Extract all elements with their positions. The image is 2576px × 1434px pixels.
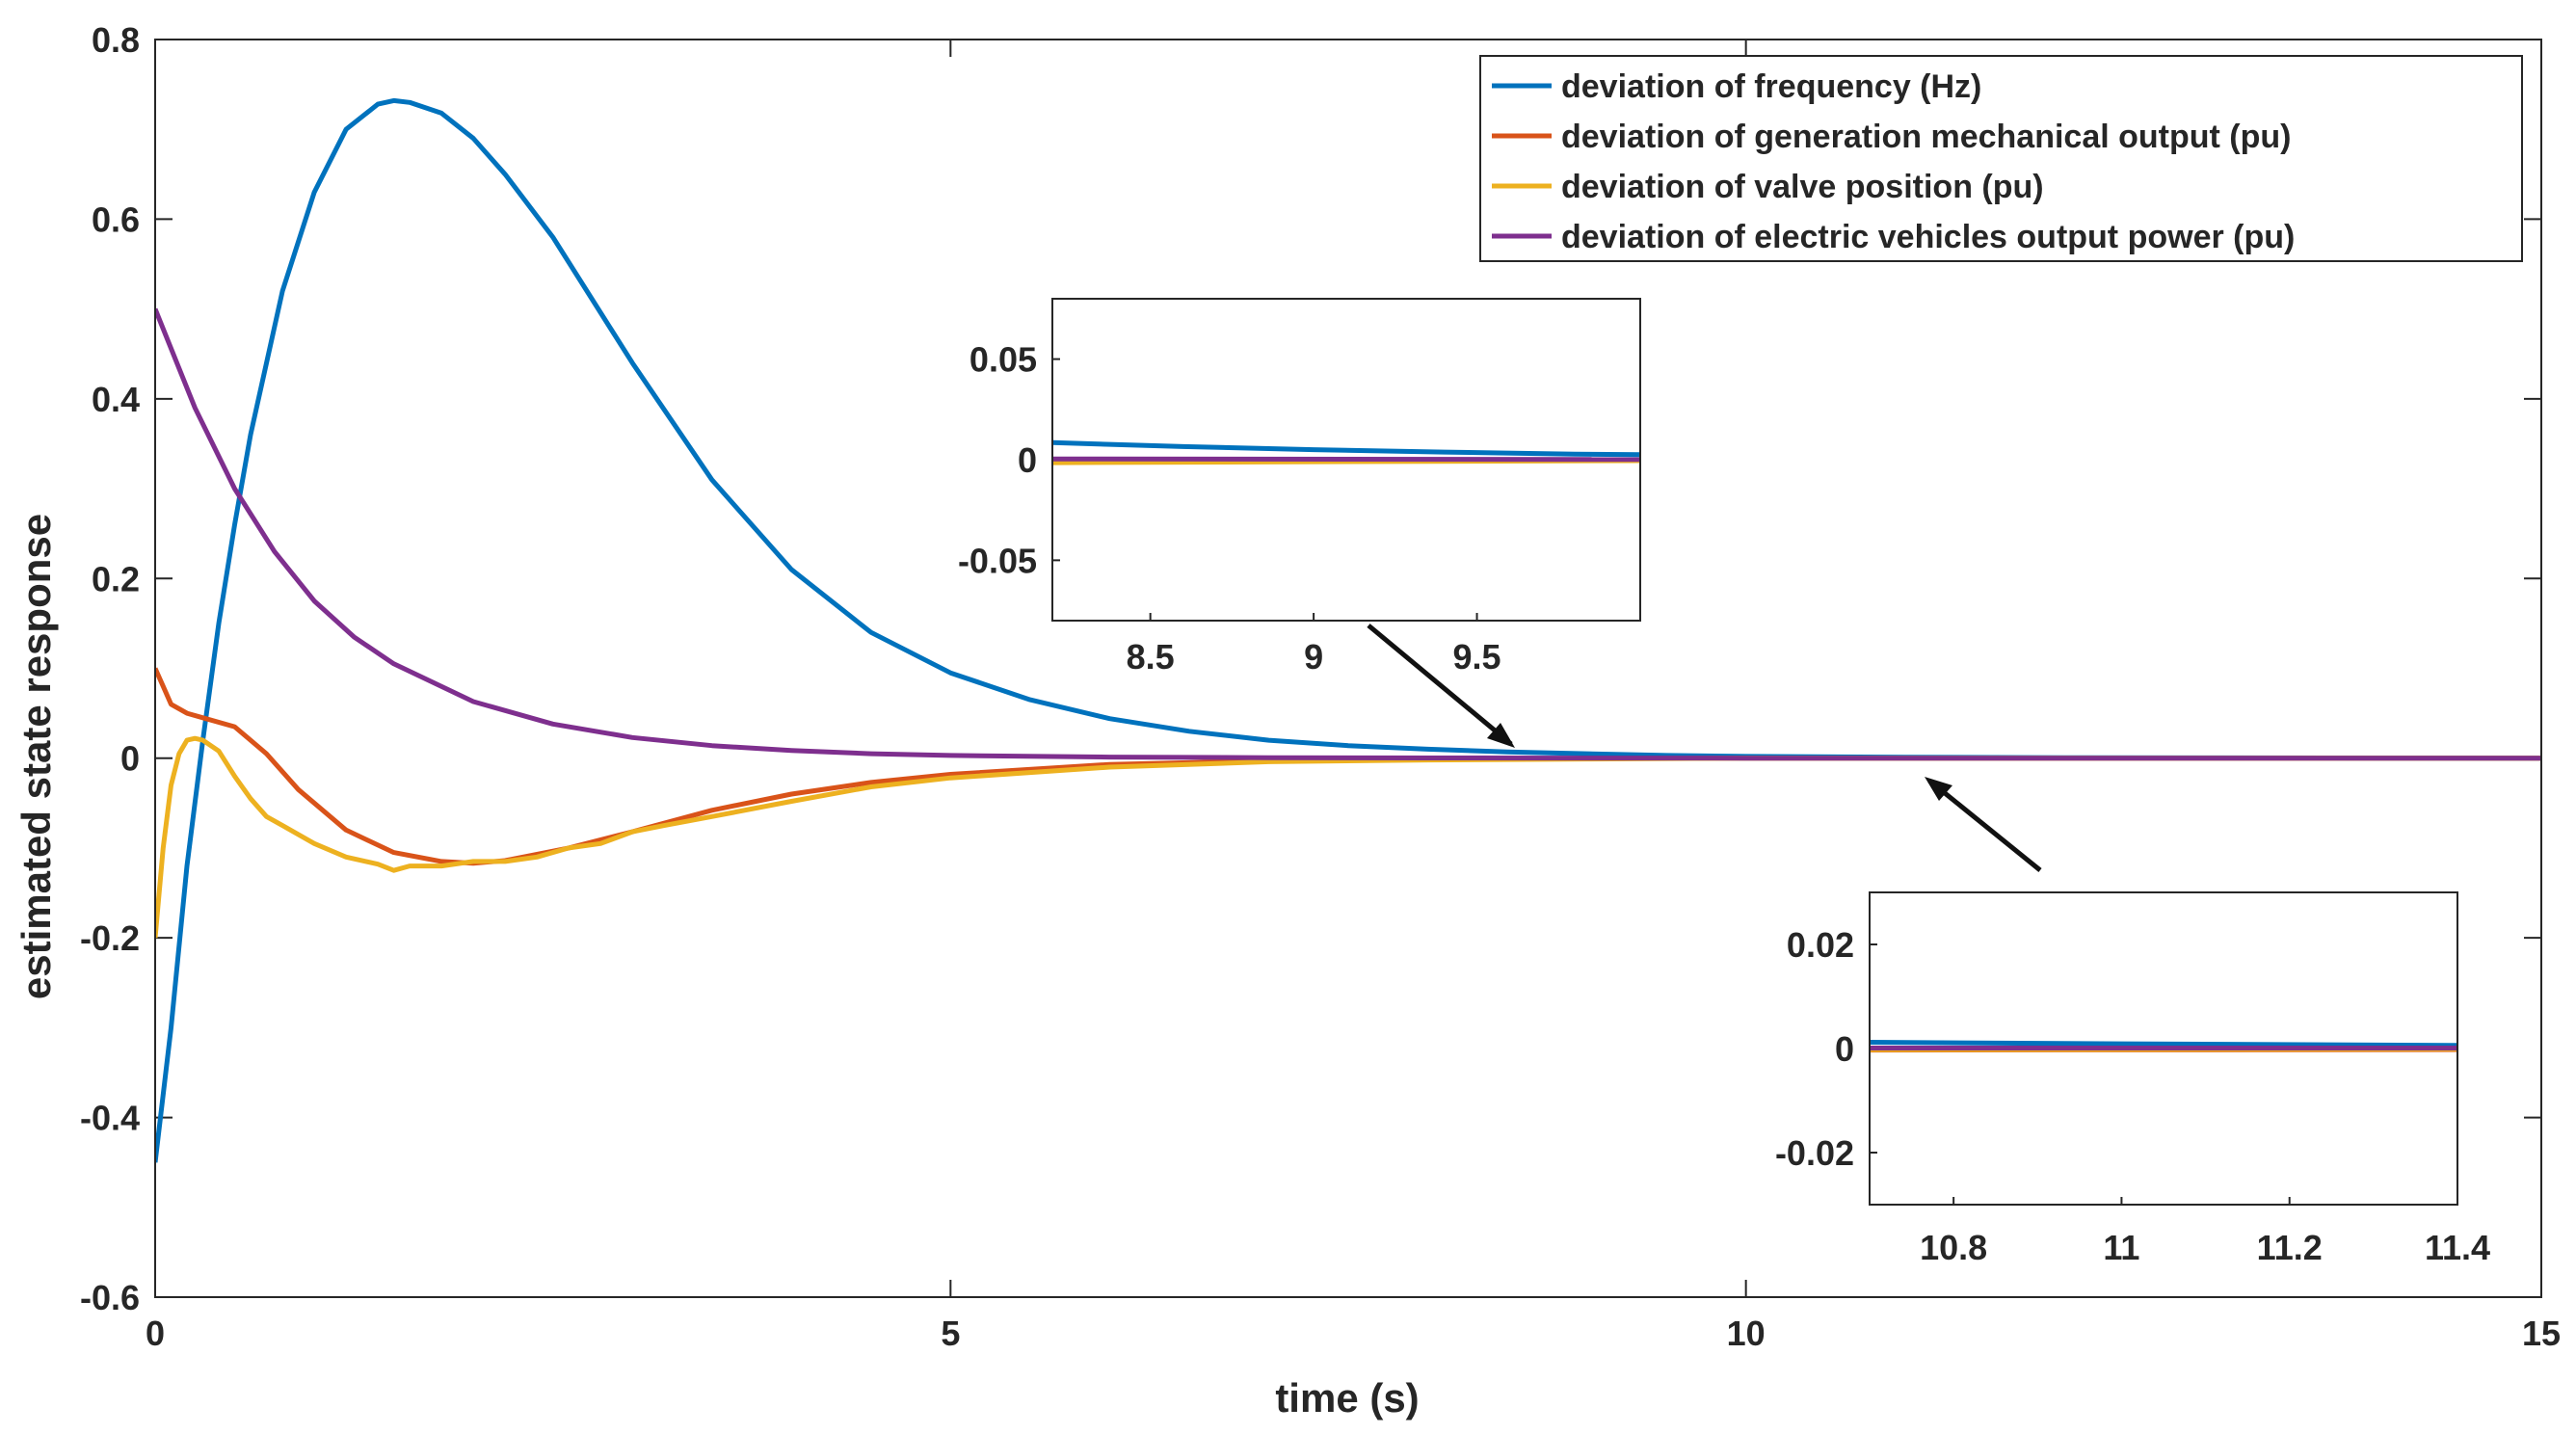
main-y-tick-label: 0.6	[92, 199, 140, 239]
main-x-tick-label: 10	[1727, 1314, 1766, 1353]
arrowhead-1	[1487, 723, 1515, 748]
main-y-tick-label: 0.8	[92, 20, 140, 60]
x-axis-title: time (s)	[1275, 1375, 1419, 1421]
inset-chart-1: 8.5 9 9.5 -0.05 0 0.05	[958, 298, 1641, 677]
legend-entry-2: deviation of generation mechanical outpu…	[1561, 119, 2291, 155]
inset2-x-tick-label: 11	[2103, 1228, 2139, 1267]
inset1-series-line-1	[1052, 439, 1640, 458]
main-series-line-1	[155, 97, 2541, 1163]
inset1-axes-box	[1051, 298, 1641, 622]
inset2-series-group	[1870, 1040, 2457, 1053]
inset1-y-tick-label: -0.05	[958, 541, 1037, 580]
main-series-group	[155, 97, 2541, 1163]
legend-box	[1479, 55, 2523, 262]
arrowhead-2	[1925, 777, 1952, 801]
inset2-y-tick-label: 0.02	[1787, 925, 1854, 965]
inset1-x-tick-label: 9.5	[1453, 637, 1501, 677]
main-y-tick-label: 0.4	[92, 380, 140, 419]
inset2-x-tick-label: 11.2	[2257, 1228, 2323, 1267]
main-y-tick-label: -0.2	[80, 918, 140, 958]
main-y-tick-label: 0	[120, 739, 140, 779]
legend-entry-4: deviation of electric vehicles output po…	[1561, 219, 2295, 255]
arrow-to-inset-1	[1367, 624, 1513, 746]
inset2-y-tick-label: 0	[1835, 1029, 1854, 1069]
main-x-tick-label: 5	[941, 1314, 960, 1353]
inset2-axes-box	[1869, 891, 2458, 1206]
legend-entry-1: deviation of frequency (Hz)	[1561, 68, 1981, 105]
main-y-tick-label: -0.6	[80, 1278, 140, 1317]
legend-entry-3: deviation of valve position (pu)	[1561, 169, 2044, 205]
main-series-line-3	[155, 735, 2541, 939]
inset1-x-tick-label: 9	[1304, 637, 1323, 677]
main-y-tick-label: 0.2	[92, 559, 140, 598]
y-axis-title: estimated state response	[13, 514, 59, 999]
inset1-series-group	[1052, 439, 1640, 465]
inset1-series-line-4	[1052, 456, 1640, 463]
inset1-y-tick-label: 0.05	[969, 340, 1037, 380]
inset2-x-tick-label: 10.8	[1920, 1228, 1987, 1267]
main-series-line-4	[155, 307, 2541, 761]
inset2-y-tick-label: -0.02	[1775, 1133, 1854, 1173]
main-y-tick-label: -0.4	[80, 1099, 140, 1138]
inset-chart-2: 10.8 11 11.2 11.4 -0.02 0 0.02	[1775, 891, 2490, 1267]
main-x-tick-label: 15	[2522, 1314, 2561, 1353]
inset2-series-line-1	[1870, 1040, 2457, 1049]
inset1-x-tick-label: 8.5	[1127, 637, 1175, 677]
legend: deviation of frequency (Hz) deviation of …	[1479, 55, 2523, 262]
zoom-arrows	[1367, 624, 2042, 872]
main-axes-box	[154, 39, 2542, 1298]
inset2-x-tick-label: 11.4	[2425, 1228, 2490, 1267]
main-x-tick-label: 0	[146, 1314, 165, 1353]
inset1-y-tick-label: 0	[1018, 440, 1037, 480]
arrow-to-inset-2	[1927, 779, 2042, 872]
